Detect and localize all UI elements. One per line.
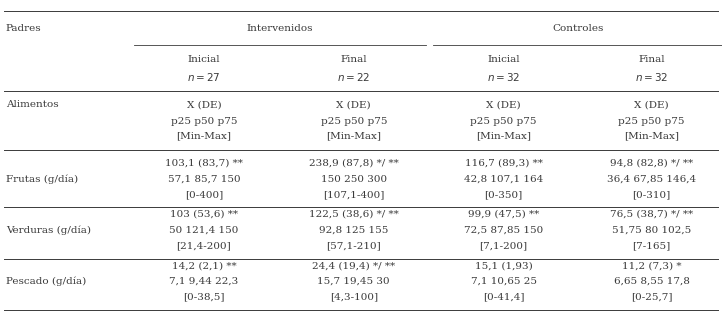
Text: 94,8 (82,8) */ **: 94,8 (82,8) */ ** bbox=[610, 159, 693, 168]
Text: Final: Final bbox=[341, 55, 367, 64]
Text: p25 p50 p75: p25 p50 p75 bbox=[470, 117, 537, 126]
Text: X (DE): X (DE) bbox=[635, 100, 669, 109]
Text: [0-310]: [0-310] bbox=[632, 190, 671, 199]
Text: 36,4 67,85 146,4: 36,4 67,85 146,4 bbox=[607, 175, 696, 184]
Text: X (DE): X (DE) bbox=[487, 100, 521, 109]
Text: [0-350]: [0-350] bbox=[484, 190, 523, 199]
Text: 150 250 300: 150 250 300 bbox=[321, 175, 387, 184]
Text: 51,75 80 102,5: 51,75 80 102,5 bbox=[612, 226, 691, 235]
Text: [Min-Max]: [Min-Max] bbox=[326, 132, 381, 140]
Text: [57,1-210]: [57,1-210] bbox=[326, 241, 381, 250]
Text: $n=22$: $n=22$ bbox=[337, 71, 370, 83]
Text: Pescado (g/día): Pescado (g/día) bbox=[6, 276, 86, 286]
Text: [Min-Max]: [Min-Max] bbox=[476, 132, 531, 140]
Text: 72,5 87,85 150: 72,5 87,85 150 bbox=[464, 226, 543, 235]
Text: Inicial: Inicial bbox=[487, 55, 520, 64]
Text: 57,1 85,7 150: 57,1 85,7 150 bbox=[168, 175, 240, 184]
Text: Controles: Controles bbox=[552, 24, 604, 33]
Text: 92,8 125 155: 92,8 125 155 bbox=[319, 226, 388, 235]
Text: 103,1 (83,7) **: 103,1 (83,7) ** bbox=[165, 159, 243, 168]
Text: Verduras (g/día): Verduras (g/día) bbox=[6, 225, 91, 235]
Text: Padres: Padres bbox=[6, 24, 41, 33]
Text: Inicial: Inicial bbox=[188, 55, 220, 64]
Text: [0-400]: [0-400] bbox=[185, 190, 223, 199]
Text: 15,1 (1,93): 15,1 (1,93) bbox=[475, 261, 532, 270]
Text: Alimentos: Alimentos bbox=[6, 100, 58, 109]
Text: Final: Final bbox=[638, 55, 665, 64]
Text: [4,3-100]: [4,3-100] bbox=[330, 292, 378, 301]
Text: X (DE): X (DE) bbox=[336, 100, 371, 109]
Text: 6,65 8,55 17,8: 6,65 8,55 17,8 bbox=[614, 277, 690, 286]
Text: Intervenidos: Intervenidos bbox=[246, 24, 313, 33]
Text: [0-25,7]: [0-25,7] bbox=[631, 292, 672, 301]
Text: 50 121,4 150: 50 121,4 150 bbox=[169, 226, 239, 235]
Text: p25 p50 p75: p25 p50 p75 bbox=[618, 117, 685, 126]
Text: [107,1-400]: [107,1-400] bbox=[323, 190, 385, 199]
Text: 103 (53,6) **: 103 (53,6) ** bbox=[170, 210, 238, 219]
Text: p25 p50 p75: p25 p50 p75 bbox=[170, 117, 238, 126]
Text: $n=32$: $n=32$ bbox=[487, 71, 521, 83]
Text: [7-165]: [7-165] bbox=[632, 241, 671, 250]
Text: [21,4-200]: [21,4-200] bbox=[177, 241, 231, 250]
Text: [Min-Max]: [Min-Max] bbox=[176, 132, 232, 140]
Text: 14,2 (2,1) **: 14,2 (2,1) ** bbox=[172, 261, 236, 270]
Text: 7,1 9,44 22,3: 7,1 9,44 22,3 bbox=[170, 277, 238, 286]
Text: [7,1-200]: [7,1-200] bbox=[479, 241, 528, 250]
Text: 99,9 (47,5) **: 99,9 (47,5) ** bbox=[468, 210, 539, 219]
Text: X (DE): X (DE) bbox=[187, 100, 221, 109]
Text: 7,1 10,65 25: 7,1 10,65 25 bbox=[471, 277, 536, 286]
Text: 42,8 107,1 164: 42,8 107,1 164 bbox=[464, 175, 543, 184]
Text: 11,2 (7,3) *: 11,2 (7,3) * bbox=[622, 261, 682, 270]
Text: [Min-Max]: [Min-Max] bbox=[624, 132, 679, 140]
Text: 116,7 (89,3) **: 116,7 (89,3) ** bbox=[465, 159, 542, 168]
Text: 24,4 (19,4) */ **: 24,4 (19,4) */ ** bbox=[312, 261, 396, 270]
Text: [0-41,4]: [0-41,4] bbox=[483, 292, 524, 301]
Text: 76,5 (38,7) */ **: 76,5 (38,7) */ ** bbox=[610, 210, 693, 219]
Text: 15,7 19,45 30: 15,7 19,45 30 bbox=[318, 277, 390, 286]
Text: p25 p50 p75: p25 p50 p75 bbox=[321, 117, 387, 126]
Text: 122,5 (38,6) */ **: 122,5 (38,6) */ ** bbox=[309, 210, 399, 219]
Text: 238,9 (87,8) */ **: 238,9 (87,8) */ ** bbox=[309, 159, 399, 168]
Text: Frutas (g/día): Frutas (g/día) bbox=[6, 174, 78, 184]
Text: $n=27$: $n=27$ bbox=[187, 71, 221, 83]
Text: [0-38,5]: [0-38,5] bbox=[183, 292, 225, 301]
Text: $n=32$: $n=32$ bbox=[635, 71, 669, 83]
